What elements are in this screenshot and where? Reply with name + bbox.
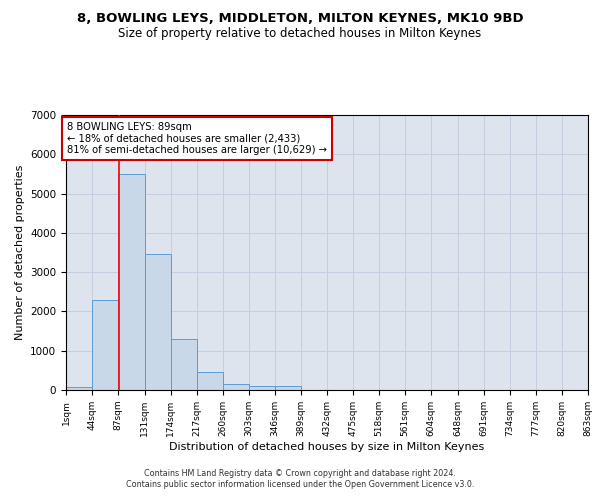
- Text: Contains public sector information licensed under the Open Government Licence v3: Contains public sector information licen…: [126, 480, 474, 489]
- Text: 8, BOWLING LEYS, MIDDLETON, MILTON KEYNES, MK10 9BD: 8, BOWLING LEYS, MIDDLETON, MILTON KEYNE…: [77, 12, 523, 26]
- Text: 8 BOWLING LEYS: 89sqm
← 18% of detached houses are smaller (2,433)
81% of semi-d: 8 BOWLING LEYS: 89sqm ← 18% of detached …: [67, 122, 327, 156]
- Bar: [249, 386, 275, 390]
- X-axis label: Distribution of detached houses by size in Milton Keynes: Distribution of detached houses by size …: [169, 442, 485, 452]
- Bar: [118, 174, 145, 390]
- Bar: [197, 372, 223, 390]
- Bar: [171, 338, 197, 390]
- Bar: [145, 254, 171, 390]
- Y-axis label: Number of detached properties: Number of detached properties: [14, 165, 25, 340]
- Bar: [92, 300, 118, 390]
- Bar: [223, 384, 249, 390]
- Bar: [275, 386, 301, 390]
- Bar: [66, 387, 92, 390]
- Text: Size of property relative to detached houses in Milton Keynes: Size of property relative to detached ho…: [118, 28, 482, 40]
- Text: Contains HM Land Registry data © Crown copyright and database right 2024.: Contains HM Land Registry data © Crown c…: [144, 468, 456, 477]
